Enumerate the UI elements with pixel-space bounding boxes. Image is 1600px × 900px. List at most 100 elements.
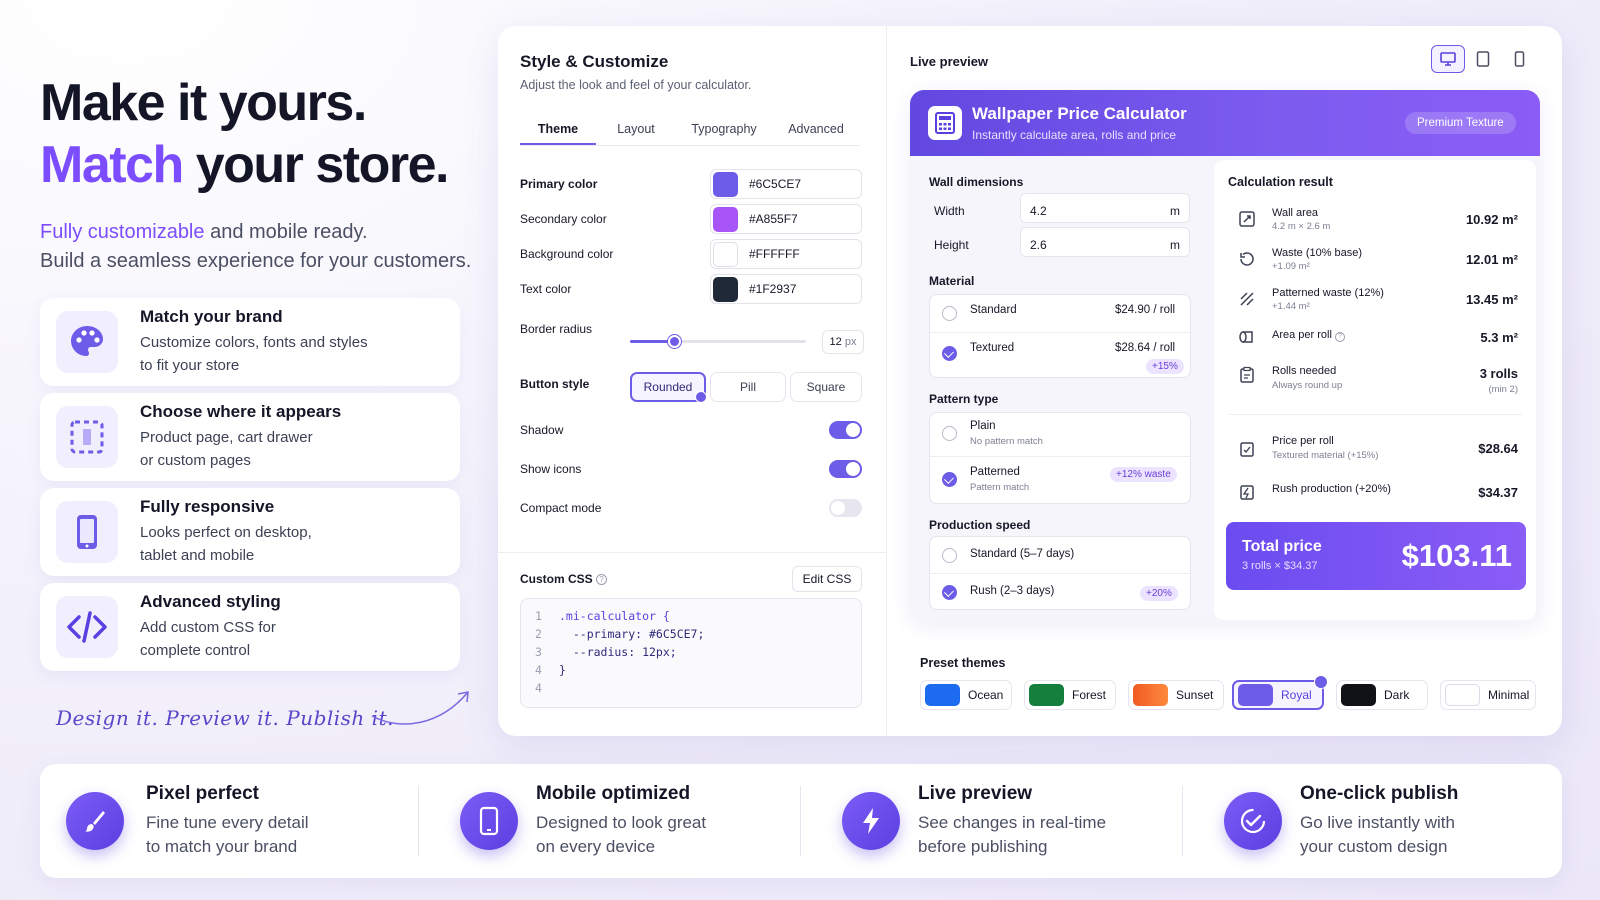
pattern-patterned-radio[interactable] <box>942 472 957 487</box>
text-color-value: #1F2937 <box>749 282 797 296</box>
color-swatch[interactable] <box>713 172 738 197</box>
calculator-subtitle: Instantly calculate area, rolls and pric… <box>972 128 1177 142</box>
tagline: Design it. Preview it. Publish it. <box>56 706 394 730</box>
pattern-plain-radio[interactable] <box>942 426 957 441</box>
tab-layout[interactable]: Layout <box>617 122 655 136</box>
button-style-rounded[interactable]: Rounded <box>630 372 707 403</box>
result-value: $34.37 <box>1478 485 1518 500</box>
live-preview-title: Live preview <box>910 54 989 69</box>
hero-subtitle: Fully customizable and mobile ready. Bui… <box>40 218 471 276</box>
feature-desc: Product page, cart drawer or custom page… <box>140 429 313 469</box>
feature-card-responsive: Fully responsive Looks perfect on desktop… <box>40 488 460 576</box>
custom-css-text: Custom CSS <box>520 572 593 586</box>
material-textured-radio[interactable] <box>942 346 957 361</box>
secondary-color-value: #A855F7 <box>749 212 798 226</box>
material-textured-label: Textured <box>970 342 1015 354</box>
result-label: Rush production (+20%) <box>1272 483 1391 495</box>
material-standard-radio[interactable] <box>942 306 957 321</box>
css-code-editor[interactable]: 1 .mi-calculator { 2 --primary: #6C5CE7; … <box>520 598 862 708</box>
pattern-plain-sub: No pattern match <box>970 436 1043 447</box>
seg-label: Rounded <box>643 380 693 394</box>
result-value: 10.92 m² <box>1465 212 1518 227</box>
shadow-toggle[interactable] <box>829 421 862 439</box>
speed-rush-radio[interactable] <box>942 585 957 600</box>
benefit-desc: Go live instantly with your custom desig… <box>1300 813 1455 856</box>
code-line: 4} <box>535 663 566 677</box>
height-value: 2.6 <box>1030 238 1047 252</box>
secondary-color-label: Secondary color <box>520 212 607 226</box>
hero-title-line1: Make it yours. <box>40 74 367 132</box>
roll-icon <box>1239 331 1253 343</box>
preset-dark[interactable]: Dark <box>1336 680 1428 710</box>
background-color-value: #FFFFFF <box>749 247 800 261</box>
panel-divider <box>886 26 887 736</box>
material-standard-label: Standard <box>970 304 1017 316</box>
preset-minimal[interactable]: Minimal <box>1440 680 1536 710</box>
show-icons-toggle[interactable] <box>829 460 862 478</box>
code-icon <box>56 596 118 658</box>
result-label: Area per roll <box>1272 329 1332 341</box>
speed-standard-label: Standard (5–7 days) <box>970 548 1075 560</box>
secondary-color-field[interactable]: #A855F7 <box>710 204 862 234</box>
button-style-square[interactable]: Square <box>790 372 862 402</box>
feature-desc: Customize colors, fonts and styles to fi… <box>140 334 368 374</box>
button-style-pill[interactable]: Pill <box>710 372 786 402</box>
color-swatch[interactable] <box>713 207 738 232</box>
tab-theme[interactable]: Theme <box>520 112 596 145</box>
preset-royal[interactable]: Royal <box>1232 675 1328 710</box>
primary-color-field[interactable]: #6C5CE7 <box>710 169 862 199</box>
code-line: 2 --primary: #6C5CE7; <box>535 627 705 641</box>
result-label: Price per roll <box>1272 435 1334 447</box>
desktop-icon[interactable] <box>1431 45 1465 73</box>
textured-surcharge-badge: +15% <box>1146 359 1184 374</box>
benefit-divider <box>800 786 801 856</box>
preset-themes-title: Preset themes <box>920 656 1006 670</box>
preset-sunset[interactable]: Sunset <box>1128 680 1224 710</box>
background-color-field[interactable]: #FFFFFF <box>710 239 862 269</box>
slider-fill <box>630 340 676 343</box>
patterned-waste-badge: +12% waste <box>1110 467 1177 482</box>
preset-forest[interactable]: Forest <box>1024 680 1116 710</box>
placement-icon <box>56 406 118 468</box>
height-input[interactable] <box>1020 227 1190 257</box>
material-options <box>929 294 1191 378</box>
tab-typography[interactable]: Typography <box>691 122 757 136</box>
preset-ocean[interactable]: Ocean <box>920 680 1012 710</box>
clipboard-icon <box>1240 366 1254 383</box>
border-radius-input[interactable]: 12 px <box>822 330 864 354</box>
compact-mode-toggle[interactable] <box>829 499 862 517</box>
result-value: 3 rolls <box>1479 366 1518 381</box>
customize-title: Style & Customize <box>520 52 669 71</box>
mobile-icon <box>460 792 518 850</box>
pattern-patterned-sub: Pattern match <box>970 482 1030 493</box>
material-standard-price: $24.90 / roll <box>1115 304 1176 316</box>
color-swatch[interactable] <box>713 277 738 302</box>
height-label: Height <box>934 238 969 252</box>
mobile-icon[interactable] <box>1514 51 1525 72</box>
tablet-icon[interactable] <box>1476 51 1490 72</box>
pattern-patterned-label: Patterned <box>970 466 1020 478</box>
width-input[interactable] <box>1020 193 1190 223</box>
speed-rush-label: Rush (2–3 days) <box>970 585 1055 597</box>
benefit-pixel-perfect: Pixel perfect Fine tune every detail to m… <box>66 776 309 866</box>
preset-label: Forest <box>1072 688 1107 702</box>
preset-swatch <box>925 684 960 706</box>
tab-advanced[interactable]: Advanced <box>788 122 844 136</box>
curved-arrow-icon <box>371 691 469 725</box>
customize-tabs: Theme Layout Typography Advanced <box>520 112 860 146</box>
color-swatch[interactable] <box>713 242 738 267</box>
border-radius-slider[interactable] <box>630 340 806 343</box>
speed-standard-radio[interactable] <box>942 548 957 563</box>
material-textured-price: $28.64 / roll <box>1115 342 1176 354</box>
hero-title-accent: Match <box>40 136 184 194</box>
text-color-label: Text color <box>520 282 572 296</box>
text-color-field[interactable]: #1F2937 <box>710 274 862 304</box>
feature-card-placement: Choose where it appears Product page, car… <box>40 393 460 481</box>
benefit-desc: Fine tune every detail to match your bra… <box>146 813 309 856</box>
pattern-plain-label: Plain <box>970 420 996 432</box>
slider-handle[interactable] <box>668 335 681 348</box>
feature-title: Advanced styling <box>140 592 281 611</box>
result-sub: 4.2 m × 2.6 m <box>1272 221 1331 232</box>
benefit-divider <box>418 786 419 856</box>
edit-css-button[interactable]: Edit CSS <box>792 566 862 592</box>
